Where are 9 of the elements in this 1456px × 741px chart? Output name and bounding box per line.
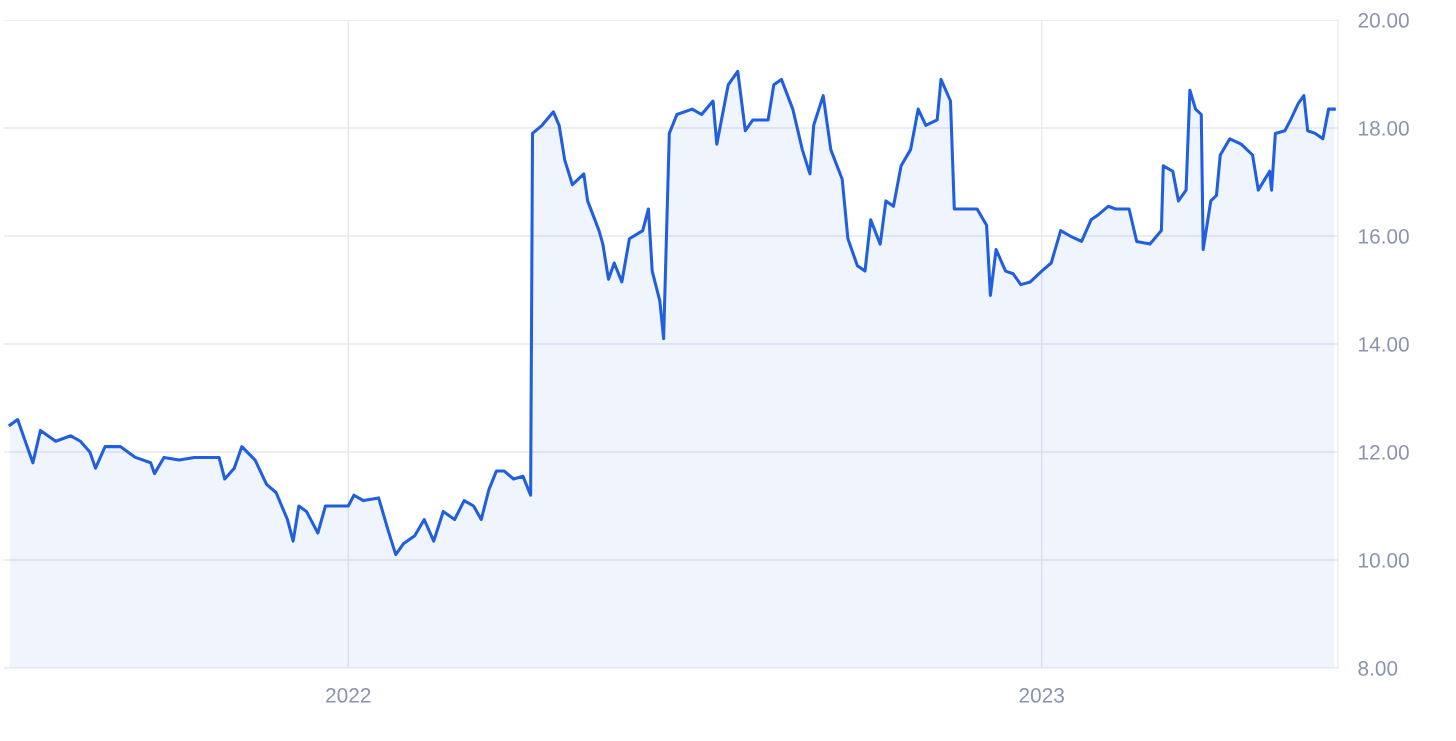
y-tick-label: 10.00 — [1359, 553, 1409, 568]
y-tick-label: 12.00 — [1359, 445, 1409, 460]
x-tick-label: 2023 — [1019, 688, 1064, 703]
y-tick-label: 8.00 — [1358, 661, 1398, 676]
x-tick-label: 2022 — [326, 688, 371, 703]
y-tick-label: 16.00 — [1359, 229, 1409, 244]
y-tick-label: 18.00 — [1359, 121, 1409, 136]
y-tick-label: 20.00 — [1358, 13, 1409, 28]
y-tick-label: 14.00 — [1359, 337, 1409, 352]
